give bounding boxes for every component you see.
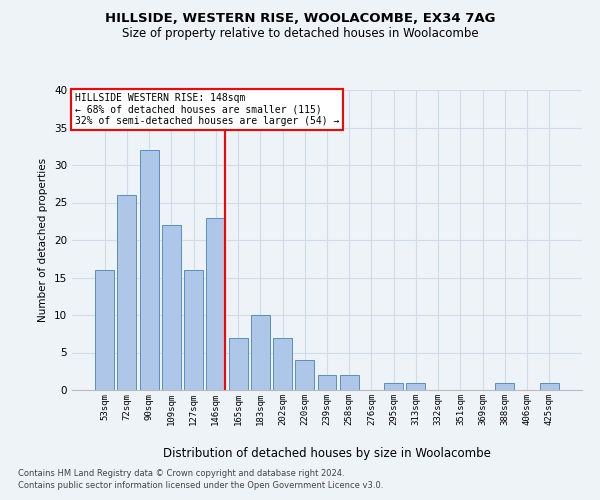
Bar (384, 382, 403, 390)
Text: HILLSIDE, WESTERN RISE, WOOLACOMBE, EX34 7AG: HILLSIDE, WESTERN RISE, WOOLACOMBE, EX34… (105, 12, 495, 26)
Bar (273, 338, 292, 390)
Bar (118, 195, 136, 390)
Bar (317, 375, 337, 390)
Text: Contains HM Land Registry data © Crown copyright and database right 2024.: Contains HM Land Registry data © Crown c… (18, 468, 344, 477)
Bar (540, 382, 559, 390)
Bar (184, 270, 203, 390)
Bar (206, 218, 225, 390)
Bar (140, 150, 158, 390)
Text: Size of property relative to detached houses in Woolacombe: Size of property relative to detached ho… (122, 28, 478, 40)
Text: HILLSIDE WESTERN RISE: 148sqm
← 68% of detached houses are smaller (115)
32% of : HILLSIDE WESTERN RISE: 148sqm ← 68% of d… (74, 93, 339, 126)
Bar (251, 315, 270, 390)
Bar (95, 270, 114, 390)
Text: Contains public sector information licensed under the Open Government Licence v3: Contains public sector information licen… (18, 481, 383, 490)
Bar (162, 225, 181, 390)
Bar (406, 382, 425, 390)
Text: Distribution of detached houses by size in Woolacombe: Distribution of detached houses by size … (163, 448, 491, 460)
Bar (295, 360, 314, 390)
Y-axis label: Number of detached properties: Number of detached properties (38, 158, 49, 322)
Bar (229, 338, 248, 390)
Bar (340, 375, 359, 390)
Bar (496, 382, 514, 390)
